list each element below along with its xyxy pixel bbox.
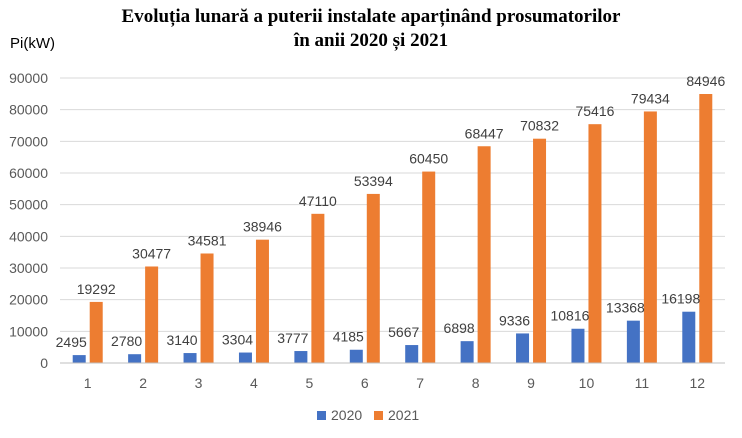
data-label-2020-12: 16198 <box>661 291 700 307</box>
data-label-2020-9: 9336 <box>499 312 530 328</box>
x-tick-labels: 1 2 3 4 5 6 7 8 9 10 11 12 <box>84 375 705 391</box>
bar-2020-8 <box>460 341 474 363</box>
x-tick-label-12: 12 <box>690 375 706 391</box>
data-label-2021-6: 53394 <box>354 173 393 189</box>
bar-2021-2 <box>145 266 159 363</box>
data-label-2020-10: 10816 <box>550 308 589 324</box>
legend-swatch-2021 <box>374 411 383 420</box>
bar-2020-5 <box>294 351 308 363</box>
data-label-2021-8: 68447 <box>465 125 504 141</box>
y-tick-labels: 0 10000 20000 30000 40000 50000 60000 70000 8000… <box>9 70 48 371</box>
bar-2021-3 <box>200 253 214 363</box>
bar-2020-9 <box>516 333 530 363</box>
bar-2020-3 <box>183 353 197 363</box>
data-label-2021-1: 19292 <box>77 281 116 297</box>
data-labels: 2495 19292 2780 30477 3140 34581 3304 38946 3777… <box>56 73 726 350</box>
bar-2021-7 <box>422 171 436 363</box>
data-label-2021-7: 60450 <box>409 151 448 167</box>
y-tick-label-5: 50000 <box>9 197 48 213</box>
bar-2020-11 <box>626 320 640 363</box>
data-label-2021-9: 70832 <box>520 118 559 134</box>
bar-2020-2 <box>128 354 142 363</box>
bar-2020-12 <box>682 311 696 363</box>
bars <box>72 94 713 363</box>
data-label-2021-5: 47110 <box>299 193 337 209</box>
bar-2021-6 <box>366 193 380 363</box>
data-label-2020-1: 2495 <box>56 334 87 350</box>
x-tick-label-2: 2 <box>139 375 147 391</box>
bar-2021-12 <box>699 94 713 363</box>
y-tick-label-0: 0 <box>40 355 48 371</box>
legend: 2020 2021 <box>317 407 419 423</box>
bar-2021-8 <box>477 146 491 363</box>
bar-2021-11 <box>643 111 657 363</box>
x-tick-label-5: 5 <box>305 375 313 391</box>
legend-label-2021: 2021 <box>388 407 419 423</box>
bar-2021-5 <box>311 213 325 363</box>
x-tick-label-8: 8 <box>472 375 480 391</box>
bar-2020-4 <box>238 352 252 363</box>
bar-2021-9 <box>533 138 547 363</box>
y-tick-label-8: 80000 <box>9 102 48 118</box>
x-tick-label-11: 11 <box>635 375 650 391</box>
y-tick-label-3: 30000 <box>9 260 48 276</box>
data-label-2021-3: 34581 <box>188 232 227 248</box>
x-tick-label-1: 1 <box>84 375 92 391</box>
x-tick-label-7: 7 <box>416 375 424 391</box>
data-label-2021-11: 79434 <box>631 90 670 106</box>
data-label-2020-7: 5667 <box>388 324 419 340</box>
x-tick-label-9: 9 <box>527 375 535 391</box>
bar-2020-1 <box>72 355 86 363</box>
data-label-2021-2: 30477 <box>132 245 171 261</box>
bar-2020-7 <box>405 345 419 363</box>
data-label-2021-12: 84946 <box>686 73 725 89</box>
data-label-2020-5: 3777 <box>277 330 308 346</box>
gridlines <box>60 77 725 332</box>
legend-swatch-2020 <box>317 411 326 420</box>
y-tick-label-9: 90000 <box>9 70 48 86</box>
data-label-2021-4: 38946 <box>243 219 282 235</box>
data-label-2020-3: 3140 <box>166 332 197 348</box>
chart-title-line-1: Evoluția lunară a puterii instalate apar… <box>122 6 622 27</box>
bar-2021-10 <box>588 124 602 363</box>
y-tick-label-1: 10000 <box>9 323 48 339</box>
data-label-2020-8: 6898 <box>444 320 475 336</box>
y-tick-label-4: 40000 <box>9 228 48 244</box>
data-label-2020-2: 2780 <box>111 333 142 349</box>
x-tick-label-3: 3 <box>195 375 203 391</box>
y-tick-label-7: 70000 <box>9 133 48 149</box>
y-axis-label: Pi(kW) <box>10 35 55 52</box>
y-tick-label-6: 60000 <box>9 165 48 181</box>
y-tick-label-2: 20000 <box>9 292 48 308</box>
x-tick-label-4: 4 <box>250 375 258 391</box>
bar-2020-6 <box>349 349 363 363</box>
bar-2020-10 <box>571 328 585 363</box>
data-label-2021-10: 75416 <box>575 103 614 119</box>
x-tick-label-6: 6 <box>361 375 369 391</box>
chart-title-line-2: în anii 2020 și 2021 <box>293 30 448 51</box>
data-label-2020-11: 13368 <box>606 300 645 316</box>
x-tick-label-10: 10 <box>579 375 595 391</box>
legend-label-2020: 2020 <box>331 407 362 423</box>
bar-2021-1 <box>89 301 103 363</box>
bar-2021-4 <box>255 239 269 363</box>
data-label-2020-4: 3304 <box>222 332 253 348</box>
data-label-2020-6: 4185 <box>333 329 364 345</box>
